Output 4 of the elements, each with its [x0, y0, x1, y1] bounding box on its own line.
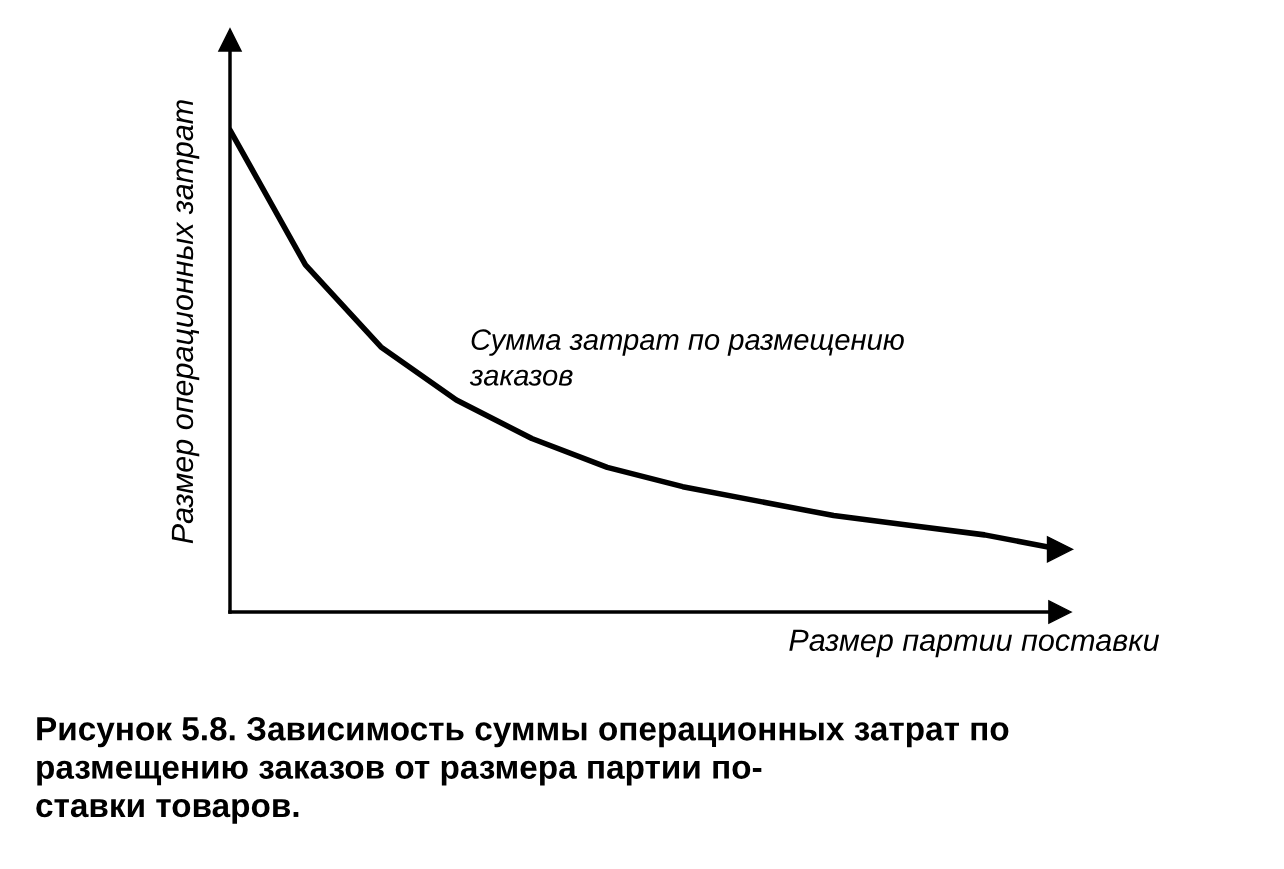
annotation: Сумма затрат по размещению заказов — [469, 329, 904, 386]
x-axis-title: Размер партии поставки — [789, 629, 1159, 658]
y-axis-title: Размер операционных затрат — [171, 100, 200, 544]
text: Рисунок 5.8. Зависимость суммы операционных затрат по размещению заказов от размера партии по- ставки товаров. — [36, 717, 1009, 824]
